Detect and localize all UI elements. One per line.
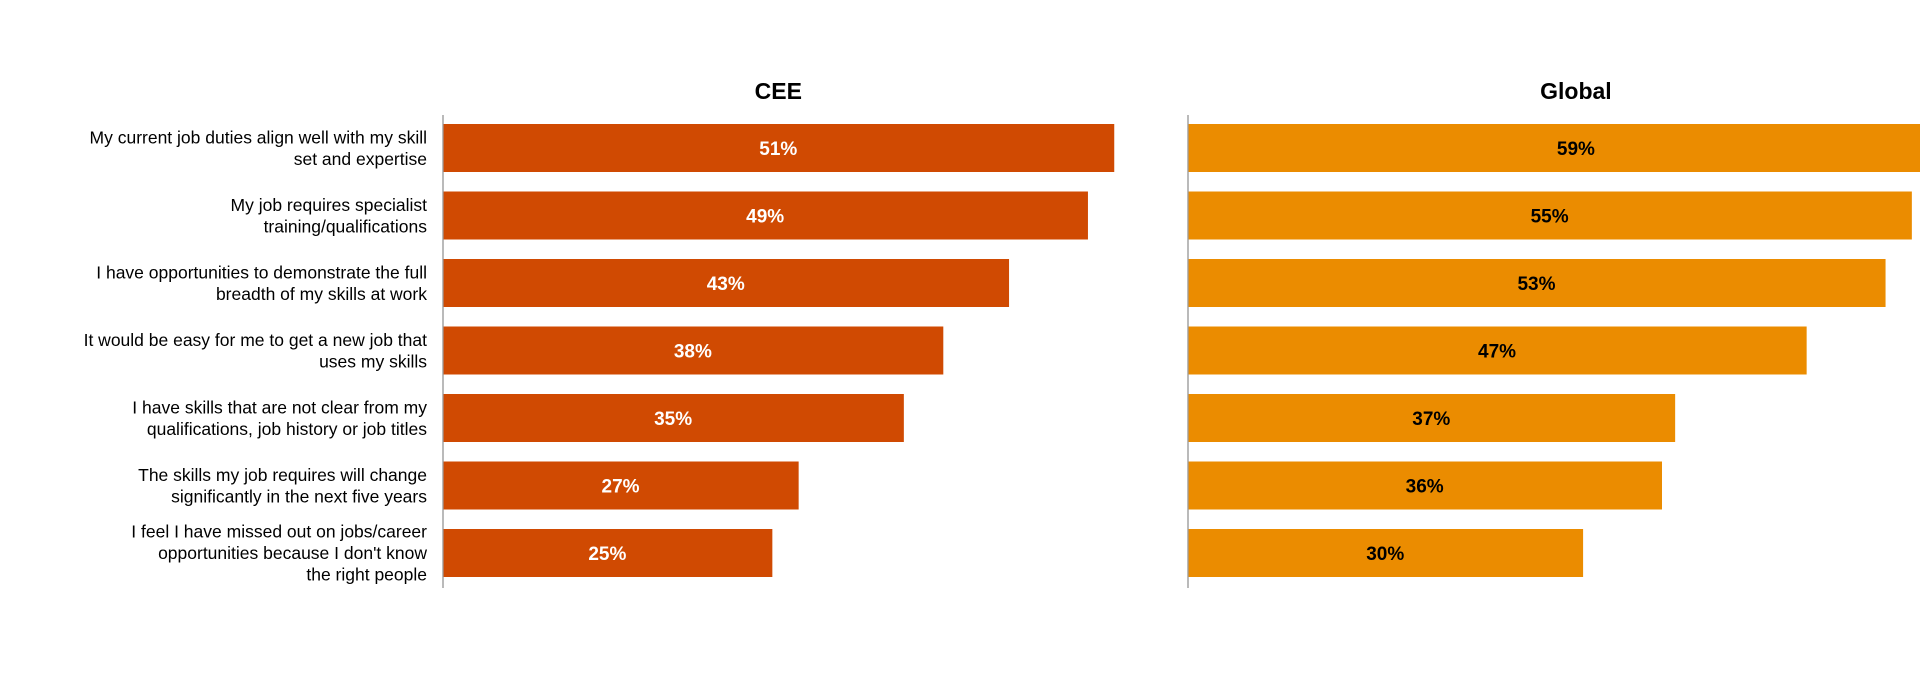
bar-cee-4	[443, 326, 944, 375]
bar-cee-7	[443, 529, 773, 577]
bar-global-2	[1188, 191, 1912, 240]
bar-global-1	[1188, 124, 1920, 172]
bar-global-4	[1188, 326, 1807, 375]
data-label-cee-4: 38%	[674, 342, 712, 363]
bar-global-7	[1188, 529, 1584, 577]
data-label-global-1: 59%	[1557, 139, 1595, 160]
data-label-cee-3: 43%	[707, 274, 745, 295]
category-label-my-current-job-duties-align-well-with-my: My current job duties align well with my…	[90, 127, 427, 169]
category-label-it-would-be-easy-for-me-to-get-a-new-job: It would be easy for me to get a new job…	[84, 330, 428, 372]
data-label-cee-2: 49%	[746, 207, 784, 228]
category-label-the-skills-my-job-requires-will-change-s: The skills my job requires will change si…	[138, 465, 427, 507]
category-labels: My current job duties align well with my…	[84, 127, 428, 584]
bar-global-5	[1188, 394, 1676, 442]
category-label-i-have-skills-that-are-not-clear-from-my: I have skills that are not clear from my…	[132, 397, 427, 439]
data-label-global-7: 30%	[1366, 544, 1404, 565]
data-label-cee-7: 25%	[588, 544, 626, 565]
panel-global: Global 59% 55% 53% 47% 37% 36% 30%	[1187, 78, 1920, 588]
data-label-global-4: 47%	[1478, 342, 1516, 363]
category-label-i-feel-i-have-missed-out-on-jobs-career-: I feel I have missed out on jobs/career o…	[131, 522, 427, 585]
bar-cee-2	[443, 191, 1088, 240]
bar-global-3	[1188, 259, 1886, 307]
bar-cee-3	[443, 259, 1010, 307]
bar-global-6	[1188, 461, 1662, 510]
data-label-global-3: 53%	[1517, 274, 1555, 295]
bar-cee-5	[443, 394, 904, 442]
panel-title-global: Global	[1540, 78, 1612, 104]
bar-cee-6	[443, 461, 799, 510]
data-label-cee-5: 35%	[654, 409, 692, 430]
category-label-my-job-requires-specialist-training-qual: My job requires specialist training/quali…	[231, 195, 428, 237]
bar-cee-1	[443, 124, 1115, 172]
data-label-cee-1: 51%	[759, 139, 797, 160]
panel-title-cee: CEE	[755, 78, 802, 104]
category-label-i-have-opportunities-to-demonstrate-the-: I have opportunities to demonstrate the …	[96, 262, 427, 304]
data-label-global-6: 36%	[1406, 477, 1444, 498]
data-label-cee-6: 27%	[602, 477, 640, 498]
panel-cee: CEE 51% 49% 43% 38% 35% 27% 25%	[442, 78, 1115, 588]
data-label-global-2: 55%	[1531, 207, 1569, 228]
data-label-global-5: 37%	[1412, 409, 1450, 430]
